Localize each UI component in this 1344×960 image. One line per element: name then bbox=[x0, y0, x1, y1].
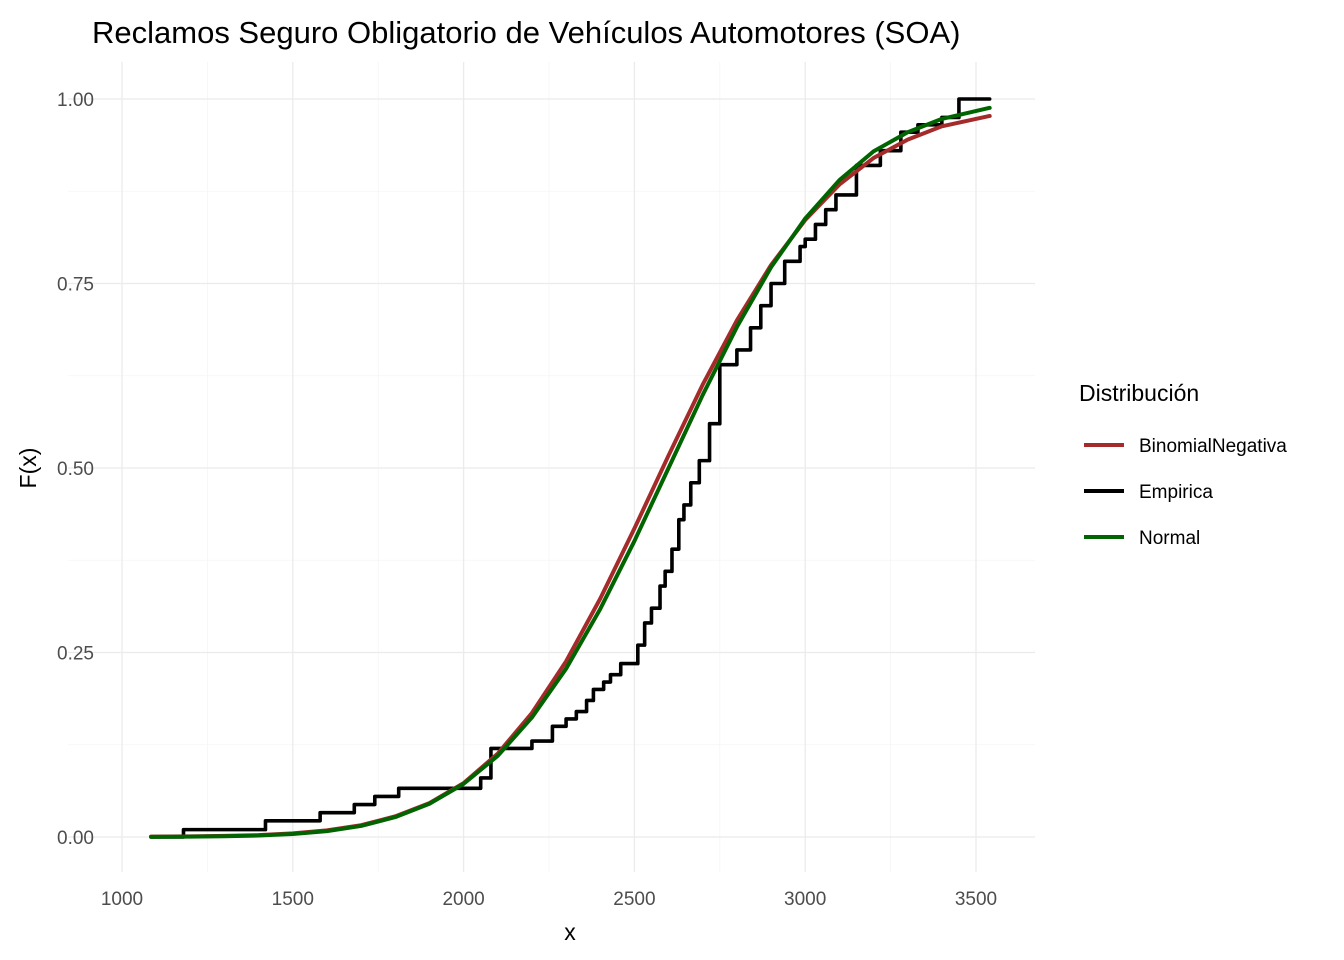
x-axis-label: x bbox=[564, 919, 576, 945]
y-axis-label: F(x) bbox=[15, 448, 41, 489]
chart-title: Reclamos Seguro Obligatorio de Vehículos… bbox=[92, 15, 960, 50]
x-tick-label: 2500 bbox=[613, 889, 655, 910]
x-tick-label: 3000 bbox=[784, 889, 826, 910]
x-tick-label: 2000 bbox=[442, 889, 484, 910]
y-tick-label: 0.75 bbox=[57, 275, 94, 296]
y-tick-label: 0.50 bbox=[57, 459, 94, 480]
tick-labels: 1000 1500 2000 2500 3000 3500 0.00 0.25 0.50 0.75… bbox=[57, 90, 997, 910]
x-tick-label: 3500 bbox=[955, 889, 997, 910]
series-line-empirica bbox=[149, 97, 992, 839]
y-tick-label: 0.00 bbox=[57, 828, 94, 849]
legend: Distribución BinomialNegativa Empirica N… bbox=[1079, 380, 1287, 549]
series-lines bbox=[149, 97, 992, 839]
grid bbox=[68, 62, 1035, 872]
legend-label-normal: Normal bbox=[1139, 528, 1200, 549]
legend-label-empirica: Empirica bbox=[1139, 482, 1213, 503]
x-tick-label: 1000 bbox=[101, 889, 143, 910]
legend-label-binomialnegativa: BinomialNegativa bbox=[1139, 436, 1287, 457]
series-line-normal bbox=[149, 105, 992, 839]
series-line-binomialnegativa bbox=[149, 113, 992, 839]
x-tick-label: 1500 bbox=[272, 889, 314, 910]
y-tick-label: 0.25 bbox=[57, 644, 94, 665]
y-tick-label: 1.00 bbox=[57, 90, 94, 111]
legend-title: Distribución bbox=[1079, 380, 1199, 406]
